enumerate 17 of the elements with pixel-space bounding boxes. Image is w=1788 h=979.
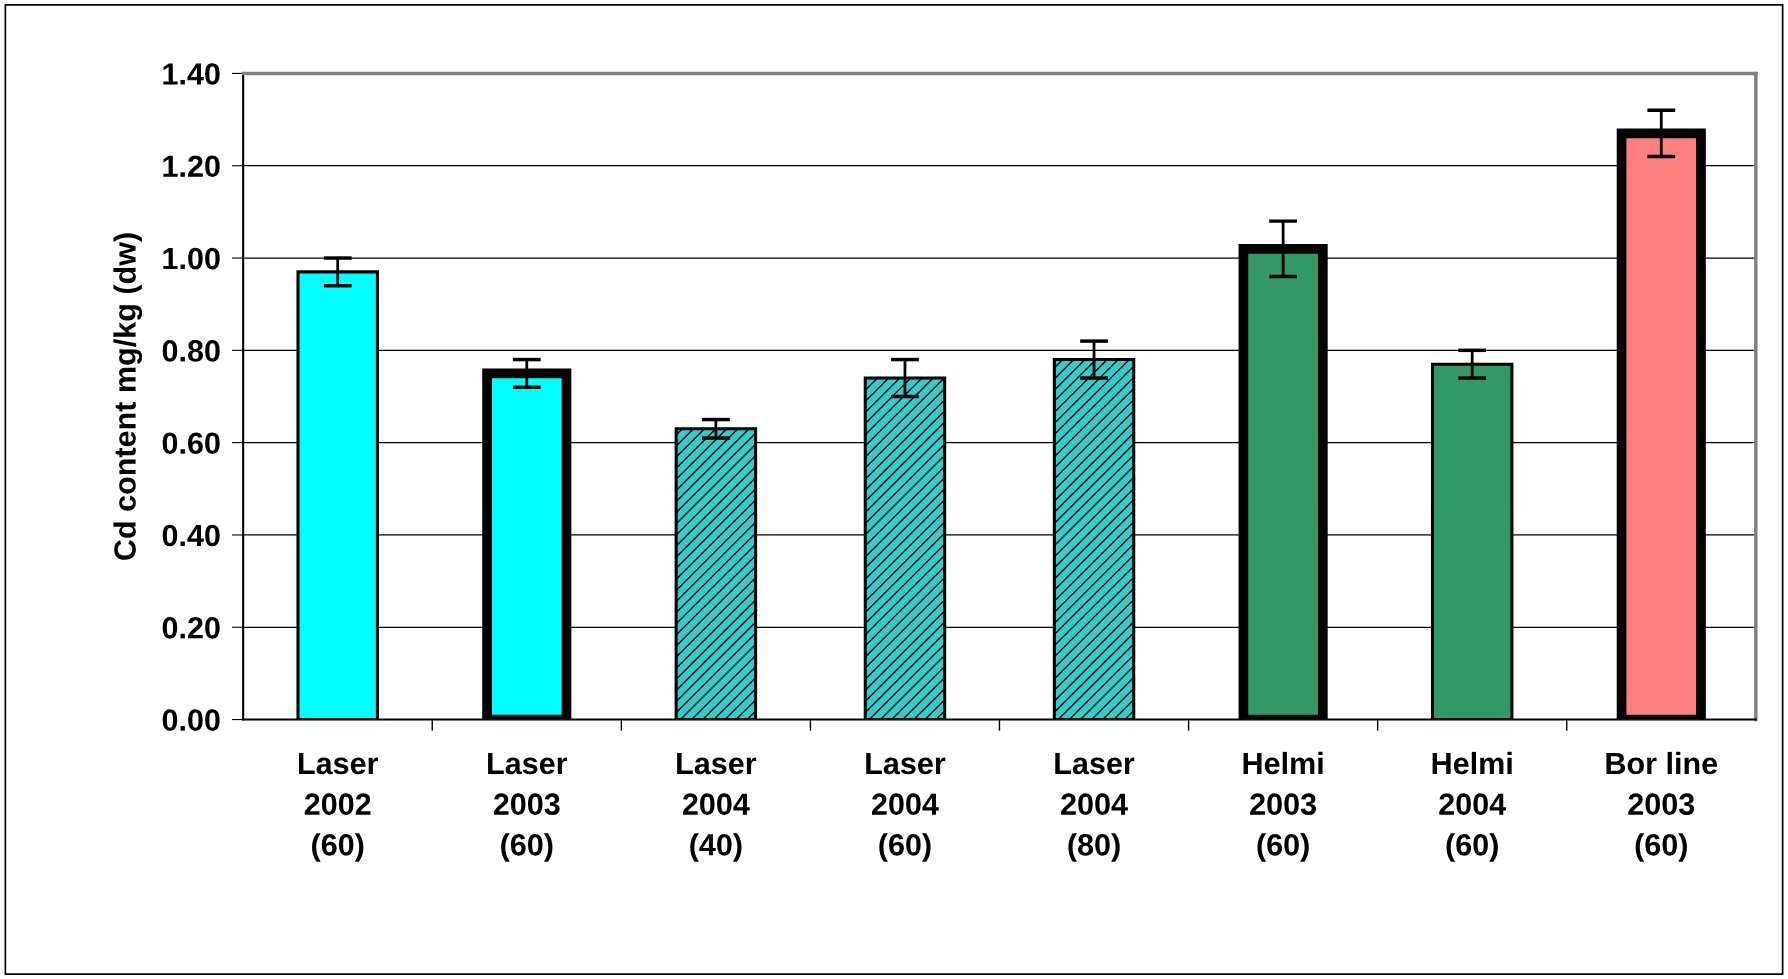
y-tick-label: 1.00 xyxy=(163,247,220,270)
x-tick-label: Helmi 2003 (60) xyxy=(1243,751,1323,862)
y-tick-label: 0.20 xyxy=(162,616,220,639)
y-tick-label: 1.40 xyxy=(163,63,220,85)
y-tick-label: 1.20 xyxy=(163,155,220,178)
y-tick-label: 0.80 xyxy=(162,340,220,362)
y-axis-title: Cd content mg/kg (dw) xyxy=(113,233,143,560)
y-tick-label: 0.60 xyxy=(162,432,220,455)
x-tick-label: Laser 2004 (60) xyxy=(866,752,946,862)
x-tick-label: Helmi 2004 (60) xyxy=(1432,751,1512,862)
x-tick-label: Bor line 2003 (60) xyxy=(1606,751,1718,862)
x-tick-label: Laser 2004 (40) xyxy=(677,752,757,862)
y-tick-label: 0.40 xyxy=(162,524,220,547)
x-tick-label: Laser 2004 (80) xyxy=(1055,752,1135,862)
x-tick-label: Laser 2002 (60) xyxy=(298,752,379,862)
y-tick-label: 0.00 xyxy=(162,709,220,731)
x-tick-label: Laser 2003 (60) xyxy=(488,752,568,862)
